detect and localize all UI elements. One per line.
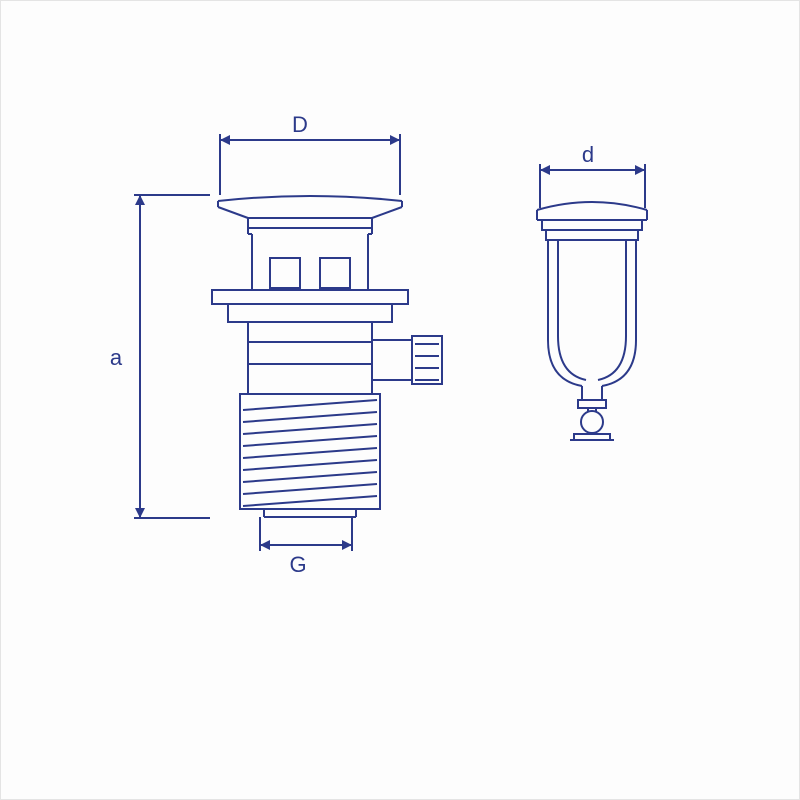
- svg-text:D: D: [292, 112, 308, 137]
- svg-text:G: G: [289, 552, 306, 577]
- svg-text:a: a: [110, 345, 123, 370]
- technical-drawing: Dd a G: [0, 0, 800, 800]
- svg-text:d: d: [582, 142, 594, 167]
